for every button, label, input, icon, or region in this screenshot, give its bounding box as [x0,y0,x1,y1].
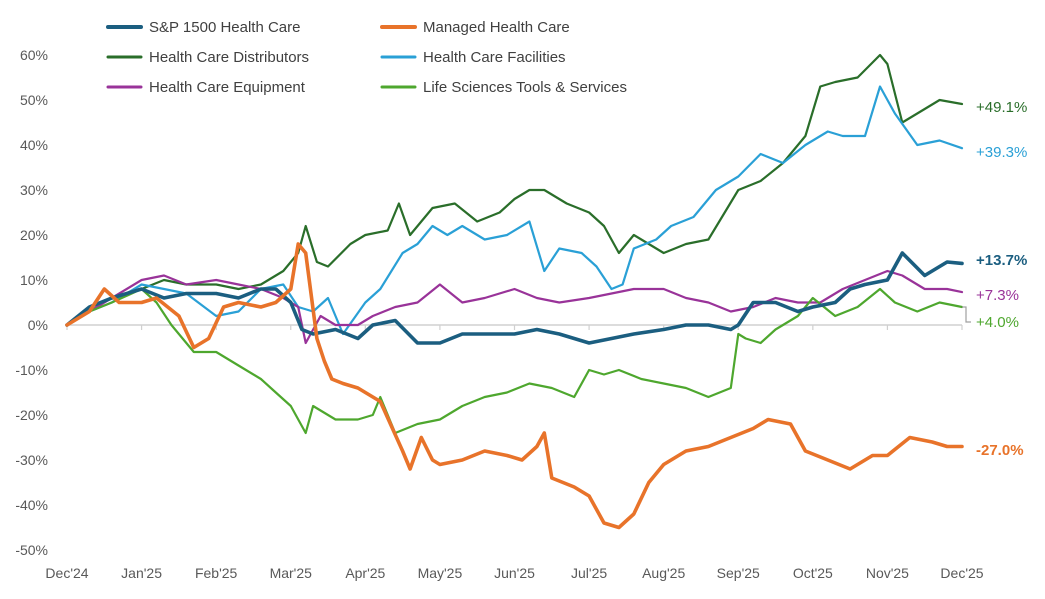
y-tick-label: 10% [20,272,48,288]
y-tick-label: -40% [15,497,48,513]
x-tick-label: Sep'25 [717,565,760,581]
y-tick-label: -20% [15,407,48,423]
end-label-leader [962,306,971,323]
y-tick-label: 0% [28,317,48,333]
legend-label: Managed Health Care [423,19,570,36]
y-tick-label: 60% [20,47,48,63]
end-value-label: -27.0% [976,442,1024,459]
x-tick-label: Mar'25 [270,565,313,581]
end-value-label: +4.0% [976,314,1019,331]
x-tick-label: Jul'25 [571,565,607,581]
x-tick-label: Jan'25 [121,565,162,581]
y-tick-label: 50% [20,92,48,108]
end-value-label: +7.3% [976,287,1019,304]
end-value-label: +39.3% [976,144,1027,161]
x-axis: Dec'24 Jan'25 Feb'25 Mar'25 Apr'25 May'25 Jun'… [45,324,984,581]
series-line-s-p-1500-health-care [65,251,964,345]
legend-item: Life Sciences Tools & Services [380,79,627,96]
y-axis: 60% 50% 40% 30% 20% 10% 0% -10% -20% -30% -40% -50% [15,47,48,558]
legend-label: S&P 1500 Health Care [149,19,301,36]
x-tick-label: Jun'25 [494,565,535,581]
series-line-life-sciences-tools-services [65,287,964,435]
legend-item: S&P 1500 Health Care [106,19,301,36]
x-tick-label: Oct'25 [793,565,833,581]
legend: S&P 1500 Health Care Managed Health Care H… [106,19,627,96]
x-tick-label: Dec'24 [45,565,88,581]
legend-item: Health Care Facilities [380,49,566,66]
legend-label: Health Care Equipment [149,79,306,96]
legend-label: Life Sciences Tools & Services [423,79,627,96]
x-tick-label: Nov'25 [866,565,909,581]
series-line-health-care-equipment [65,269,964,345]
y-tick-label: -50% [15,542,48,558]
series-line-health-care-facilities [65,85,964,336]
x-tick-label: Dec'25 [940,565,983,581]
x-tick-label: May'25 [418,565,463,581]
legend-item: Managed Health Care [380,19,570,36]
y-tick-label: 20% [20,227,48,243]
series-layer [65,53,964,530]
end-value-label: +49.1% [976,99,1027,116]
series-line-health-care-distributors [65,53,964,327]
legend-item: Health Care Distributors [106,49,309,66]
x-tick-label: Aug'25 [642,565,685,581]
x-tick-label: Apr'25 [345,565,385,581]
x-tick-label: Feb'25 [195,565,238,581]
end-labels: +13.7% -27.0% +49.1% +39.3% +7.3% +4.0% [962,99,1027,459]
legend-item: Health Care Equipment [106,79,306,96]
end-value-label: +13.7% [976,252,1027,269]
y-tick-label: -10% [15,362,48,378]
series-line-managed-health-care [65,242,964,530]
y-tick-label: -30% [15,452,48,468]
legend-label: Health Care Distributors [149,49,309,66]
y-tick-label: 30% [20,182,48,198]
legend-label: Health Care Facilities [423,49,566,66]
y-tick-label: 40% [20,137,48,153]
